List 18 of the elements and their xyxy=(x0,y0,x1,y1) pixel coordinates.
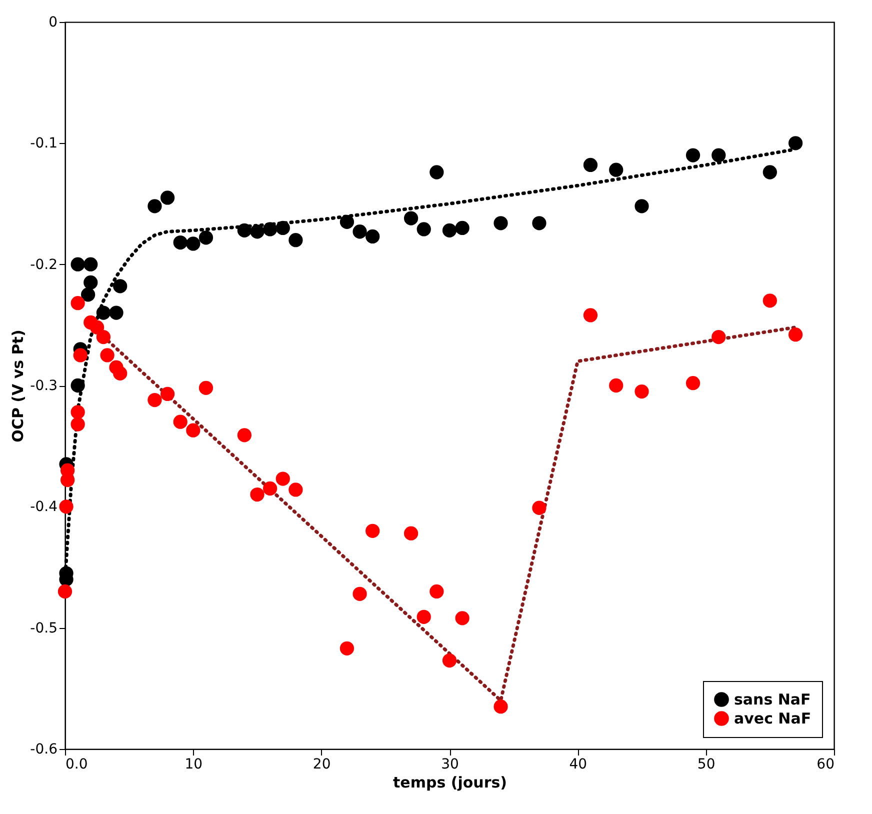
x-tick-label: 0.0 xyxy=(66,756,88,772)
x-tick-label: 30 xyxy=(441,756,459,772)
x-tick-label: 60 xyxy=(816,756,834,772)
legend-label: avec NaF xyxy=(734,710,812,728)
x-tick-label: 40 xyxy=(569,756,588,772)
y-axis-title: OCP (V vs Pt) xyxy=(9,330,28,442)
y-tick-label: -0.2 xyxy=(30,256,58,273)
y-tick-label: -0.4 xyxy=(30,499,58,516)
y-tick-label: -0.3 xyxy=(30,378,58,394)
x-tick-label: 10 xyxy=(184,756,203,772)
y-tick-label: -0.6 xyxy=(30,742,58,758)
y-tick-label: 0 xyxy=(48,14,58,30)
x-tick-label: 20 xyxy=(312,756,331,772)
x-tick-label: 50 xyxy=(697,756,716,772)
y-tick-label: -0.1 xyxy=(30,136,58,152)
legend-label: sans NaF xyxy=(734,690,811,708)
x-axis-title: temps (jours) xyxy=(392,774,508,792)
y-tick-label: -0.5 xyxy=(30,620,58,636)
